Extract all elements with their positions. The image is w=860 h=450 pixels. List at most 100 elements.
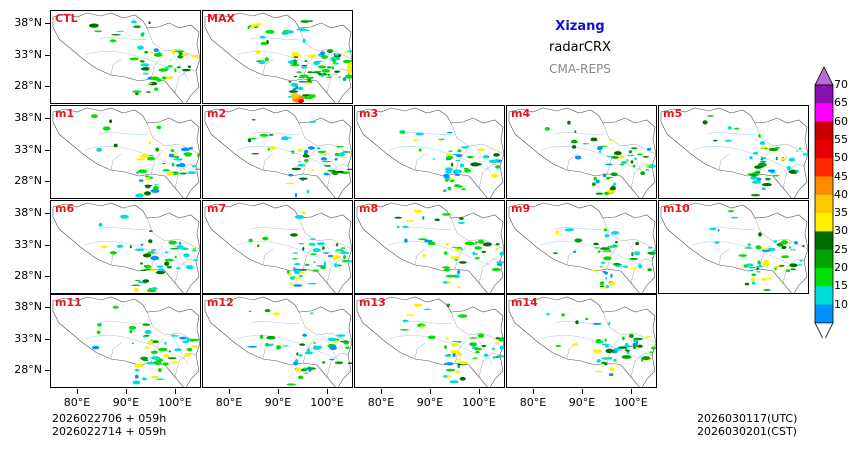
reflectivity-echo [165, 76, 173, 80]
reflectivity-echo [173, 158, 183, 161]
reflectivity-echo [451, 246, 459, 248]
reflectivity-echo [265, 30, 275, 34]
province-border [298, 122, 352, 155]
reflectivity-echo [154, 87, 159, 91]
reflectivity-echo [449, 380, 459, 384]
reflectivity-echo [346, 168, 352, 171]
reflectivity-echo [759, 248, 770, 250]
reflectivity-echo [619, 163, 624, 166]
river-line [84, 51, 186, 76]
reflectivity-echo [155, 378, 165, 380]
reflectivity-echo [164, 341, 167, 345]
reflectivity-echo [332, 58, 336, 63]
latitude-label: 33°N [14, 48, 42, 61]
reflectivity-echo [345, 346, 350, 350]
reflectivity-echo [748, 266, 756, 269]
reflectivity-echo [632, 345, 639, 347]
reflectivity-echo [413, 139, 419, 142]
reflectivity-echo [260, 41, 268, 46]
latitude-label: 33°N [14, 143, 42, 156]
reflectivity-echo [610, 172, 618, 177]
reflectivity-echo [144, 264, 152, 269]
init-time-utc: 2026022706 + 059h [52, 412, 167, 425]
reflectivity-echo [444, 251, 447, 255]
colorbar-segment [815, 158, 833, 177]
member-panel-m12: m12 [202, 294, 353, 388]
panel-label: m5 [663, 107, 683, 120]
reflectivity-echo [94, 30, 103, 33]
reflectivity-echo [304, 351, 314, 355]
reflectivity-echo [166, 265, 172, 269]
reflectivity-echo [344, 51, 349, 54]
colorbar-tick-label: 60 [834, 114, 848, 128]
province-border [302, 338, 316, 364]
reflectivity-echo [755, 265, 764, 268]
reflectivity-echo [621, 355, 632, 359]
longitude-tick [327, 389, 328, 394]
region-boundary [508, 296, 656, 387]
reflectivity-echo [176, 164, 179, 167]
reflectivity-echo [299, 343, 306, 346]
reflectivity-echo [172, 155, 180, 158]
reflectivity-echo [714, 241, 720, 244]
panel-label: m14 [511, 296, 538, 309]
river-line [98, 321, 148, 324]
river-line [170, 145, 190, 177]
panel-label: m3 [359, 107, 379, 120]
reflectivity-echo [622, 265, 629, 268]
reflectivity-echo [474, 246, 482, 250]
reflectivity-echo [323, 261, 327, 266]
reflectivity-echo [290, 281, 293, 286]
latitude-label: 38°N [14, 300, 42, 313]
reflectivity-echo [140, 356, 149, 361]
reflectivity-echo [330, 255, 341, 260]
province-border [602, 311, 656, 344]
reflectivity-echo [299, 74, 309, 78]
latitude-label: 38°N [14, 111, 42, 124]
reflectivity-echo [630, 147, 638, 150]
reflectivity-echo [162, 169, 170, 172]
reflectivity-echo [645, 169, 650, 171]
province-border [326, 352, 350, 378]
colorbar-tick-label: 70 [834, 78, 848, 91]
reflectivity-echo [109, 119, 113, 123]
reflectivity-echo [633, 339, 637, 343]
panel-label: m9 [511, 202, 531, 215]
reflectivity-echo [161, 162, 166, 165]
reflectivity-echo [702, 120, 708, 125]
reflectivity-echo [602, 173, 607, 178]
reflectivity-echo [146, 361, 156, 365]
reflectivity-echo [135, 374, 139, 379]
reflectivity-echo [307, 146, 315, 150]
river-line [250, 37, 300, 40]
reflectivity-echo [306, 189, 310, 194]
reflectivity-echo [116, 30, 125, 32]
reflectivity-echo [134, 363, 144, 368]
province-border [326, 258, 350, 284]
province-border [262, 248, 274, 266]
reflectivity-echo [574, 238, 583, 243]
reflectivity-echo [582, 143, 590, 145]
reflectivity-echo [334, 361, 344, 365]
reflectivity-echo [605, 277, 608, 280]
reflectivity-echo [600, 261, 606, 264]
reflectivity-echo [134, 369, 140, 372]
reflectivity-echo [302, 333, 307, 337]
reflectivity-echo [765, 177, 771, 181]
reflectivity-echo [591, 269, 597, 271]
reflectivity-echo [749, 156, 753, 160]
reflectivity-echo [329, 345, 337, 350]
reflectivity-echo [308, 120, 317, 123]
region-boundary [204, 12, 352, 103]
region-boundary [356, 202, 504, 293]
reflectivity-echo [612, 262, 621, 266]
reflectivity-echo [308, 242, 316, 246]
reflectivity-echo [169, 361, 179, 364]
reflectivity-echo [341, 157, 348, 159]
province-border [150, 149, 164, 175]
longitude-label: 100°E [462, 396, 496, 409]
reflectivity-echo [613, 151, 622, 156]
reflectivity-echo [90, 114, 98, 119]
reflectivity-echo [138, 179, 144, 182]
province-border [110, 153, 122, 171]
